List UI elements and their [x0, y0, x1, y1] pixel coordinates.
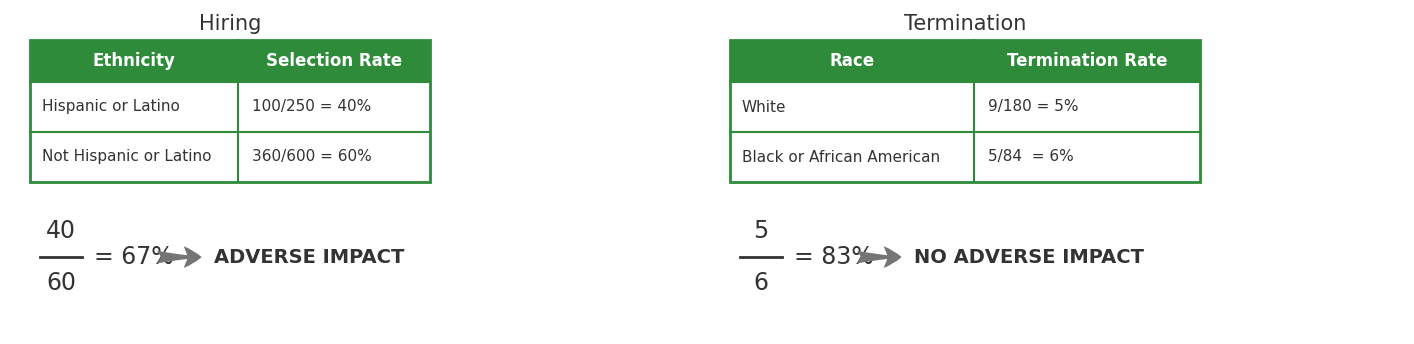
Text: 100/250 = 40%: 100/250 = 40% — [252, 99, 372, 115]
Text: Ethnicity: Ethnicity — [92, 52, 175, 70]
Text: Termination: Termination — [904, 14, 1027, 34]
Text: = 67%: = 67% — [93, 245, 174, 269]
Text: ADVERSE IMPACT: ADVERSE IMPACT — [215, 248, 404, 267]
Text: = 83%: = 83% — [795, 245, 874, 269]
Text: 6: 6 — [754, 271, 768, 295]
Bar — [730, 40, 1200, 182]
Bar — [730, 40, 1200, 82]
Bar — [30, 40, 430, 182]
Text: Hiring: Hiring — [199, 14, 262, 34]
Text: Black or African American: Black or African American — [742, 150, 940, 164]
Bar — [730, 82, 1200, 132]
Bar — [30, 40, 430, 82]
Bar — [730, 132, 1200, 182]
Text: Selection Rate: Selection Rate — [266, 52, 402, 70]
Bar — [30, 132, 430, 182]
Text: Not Hispanic or Latino: Not Hispanic or Latino — [42, 150, 212, 164]
Text: 40: 40 — [47, 219, 76, 243]
Text: White: White — [742, 99, 786, 115]
Text: Termination Rate: Termination Rate — [1007, 52, 1168, 70]
Bar — [30, 82, 430, 132]
Text: 9/180 = 5%: 9/180 = 5% — [988, 99, 1079, 115]
Text: 360/600 = 60%: 360/600 = 60% — [252, 150, 372, 164]
Text: 60: 60 — [47, 271, 76, 295]
Text: NO ADVERSE IMPACT: NO ADVERSE IMPACT — [915, 248, 1144, 267]
Text: 5: 5 — [754, 219, 769, 243]
Text: Race: Race — [830, 52, 875, 70]
Text: Hispanic or Latino: Hispanic or Latino — [42, 99, 180, 115]
Text: 5/84  = 6%: 5/84 = 6% — [988, 150, 1075, 164]
